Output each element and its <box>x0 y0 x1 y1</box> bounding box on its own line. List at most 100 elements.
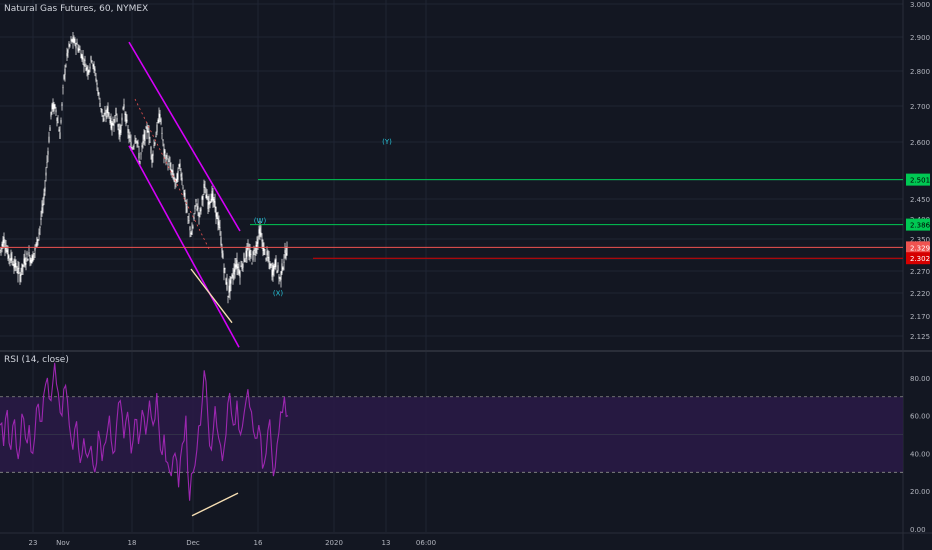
candle-body <box>145 127 147 129</box>
candle-body <box>238 268 240 274</box>
candle-body <box>164 150 166 154</box>
candle-body <box>208 195 210 205</box>
candle-body <box>149 141 151 143</box>
candle-body <box>98 93 100 95</box>
candle-body <box>55 109 57 113</box>
candle-body <box>26 252 28 256</box>
candle-body <box>109 119 111 124</box>
candle-body <box>274 260 276 268</box>
candle-body <box>221 248 223 254</box>
candle-body <box>212 193 214 201</box>
candle-body <box>9 258 11 260</box>
candle-body <box>141 145 143 148</box>
candle-body <box>190 232 192 235</box>
candle-body <box>12 264 14 266</box>
candle-body <box>37 239 39 241</box>
candle-body <box>77 47 79 51</box>
candle-body <box>282 267 284 270</box>
rsi-divergence-line <box>191 492 239 517</box>
rsi-chart[interactable] <box>0 362 903 517</box>
candle-body <box>244 260 246 262</box>
candle-body <box>87 70 89 75</box>
candle-body <box>182 187 184 189</box>
candle-body <box>220 237 222 245</box>
candle-body <box>129 136 131 138</box>
candle-body <box>118 128 120 135</box>
candle-body <box>232 275 234 279</box>
candle-body <box>271 269 273 277</box>
candle-body <box>18 267 20 269</box>
price-axis[interactable]: 3.0002.9002.8002.7002.6002.5002.4502.400… <box>906 1 931 534</box>
candle-body <box>158 113 160 124</box>
candle-body <box>280 271 282 280</box>
candle-body <box>163 148 165 156</box>
candle-body <box>277 265 279 271</box>
candle-body <box>270 264 272 266</box>
candle-body <box>257 239 259 244</box>
candle-body <box>139 161 141 164</box>
candle-body <box>70 39 72 41</box>
candle-body <box>45 172 47 176</box>
rsi-line <box>0 362 289 501</box>
candle-body <box>222 253 224 259</box>
candle-body <box>73 38 75 43</box>
candle-body <box>237 266 239 269</box>
candle-body <box>132 147 134 149</box>
candle-body <box>162 139 164 141</box>
candle-body <box>67 49 69 53</box>
candle-body <box>269 263 271 269</box>
candle-body <box>217 217 219 225</box>
candle-body <box>89 66 91 69</box>
candle-body <box>273 265 275 272</box>
candle-body <box>110 117 112 129</box>
candle-body <box>31 255 33 264</box>
price-chart[interactable]: (Y) (W) (X) <box>0 31 903 348</box>
candle-body <box>14 259 16 268</box>
candle-body <box>68 43 70 47</box>
candle-body <box>186 206 188 213</box>
candle-body <box>104 112 106 115</box>
rsi-tick-label: 60.00 <box>910 413 930 421</box>
candle-body <box>205 195 207 199</box>
candle-body <box>92 64 94 67</box>
candle-body <box>180 173 182 177</box>
candle-body <box>175 178 177 182</box>
candle-body <box>126 119 128 122</box>
candle-body <box>199 210 201 212</box>
rsi-tick-label: 80.00 <box>910 375 930 383</box>
candle-body <box>185 202 187 206</box>
rsi-title: RSI (14, close) <box>4 355 69 365</box>
candle-body <box>16 271 18 273</box>
candle-body <box>146 127 148 133</box>
candle-body <box>53 104 55 112</box>
candle-body <box>28 252 30 256</box>
candle-body <box>151 155 153 163</box>
candle-body <box>49 127 51 131</box>
candle-body <box>40 218 42 221</box>
candle-body <box>258 229 260 234</box>
candle-body <box>157 119 159 123</box>
candle-body <box>102 115 104 117</box>
time-tick-label: 23 <box>29 539 38 547</box>
time-tick-label: 2020 <box>325 539 343 547</box>
candle-body <box>100 108 102 110</box>
time-axis[interactable]: 23 Nov 18 Dec 16 2020 13 06:00 <box>29 539 437 547</box>
candle-body <box>213 198 215 203</box>
price-divergence-line <box>190 268 233 324</box>
rsi-tick-label: 0.00 <box>910 526 926 534</box>
candle-body <box>200 208 202 212</box>
candle-body <box>216 212 218 220</box>
candle-body <box>184 192 186 201</box>
candle-body <box>19 274 21 282</box>
price-tick-label: 2.125 <box>910 333 930 341</box>
candle-body <box>23 258 25 264</box>
candle-body <box>218 221 220 228</box>
candle-body <box>20 273 22 276</box>
candle-body <box>148 131 150 139</box>
candle-body <box>166 154 168 159</box>
price-tick-label: 2.450 <box>910 196 930 204</box>
candle-body <box>219 227 221 229</box>
candle-body <box>133 145 135 147</box>
candle-body <box>241 267 243 269</box>
candle-body <box>120 125 122 133</box>
